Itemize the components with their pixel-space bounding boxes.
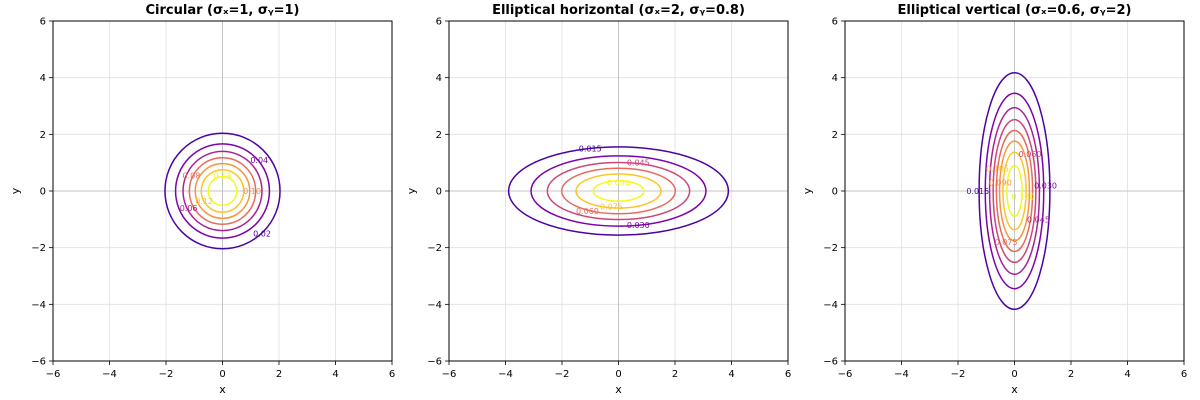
contour-line-0.04 bbox=[174, 143, 271, 239]
contour-line-0.075 bbox=[575, 173, 662, 209]
x-tick-label: 4 bbox=[728, 369, 734, 380]
contour-line-0.045 bbox=[546, 161, 691, 221]
y-tick-label: 2 bbox=[436, 130, 442, 141]
x-tick-label: 4 bbox=[1124, 369, 1130, 380]
y-tick-label: −2 bbox=[427, 243, 442, 254]
contour-label: 0.120 bbox=[1012, 193, 1035, 202]
contour-line-0.030 bbox=[530, 155, 707, 227]
contour-line-0.090 bbox=[998, 140, 1031, 242]
x-tick-label: 0 bbox=[615, 369, 621, 380]
contour-label: 0.030 bbox=[627, 221, 650, 230]
y-tick-label: −4 bbox=[31, 300, 46, 311]
contour-label: 0.02 bbox=[253, 230, 271, 239]
chart-title: Elliptical vertical (σₓ=0.6, σᵧ=2) bbox=[898, 3, 1132, 18]
x-tick-label: −2 bbox=[555, 369, 570, 380]
contour-line-0.02 bbox=[164, 132, 281, 250]
y-axis-label: y bbox=[801, 187, 814, 194]
x-tick-label: 6 bbox=[1181, 369, 1187, 380]
chart-panel-3: 0.015 0.030 0.045 0.060 0.075 0.090 0.105 0.120… bbox=[801, 3, 1187, 396]
contour-label: 0.090 bbox=[607, 179, 630, 188]
contour-line-0.14 bbox=[207, 175, 238, 207]
x-tick-label: −2 bbox=[159, 369, 174, 380]
contour-label: 0.12 bbox=[195, 197, 213, 206]
y-axis-label: y bbox=[405, 187, 418, 194]
contour-line-0.120 bbox=[1006, 164, 1023, 218]
y-tick-label: 2 bbox=[40, 130, 46, 141]
contour-label: 0.015 bbox=[966, 187, 989, 196]
y-tick-label: −2 bbox=[31, 243, 46, 254]
y-tick-label: 6 bbox=[436, 17, 442, 28]
contour-label: 0.10 bbox=[243, 187, 261, 196]
y-tick-label: 4 bbox=[40, 73, 46, 84]
y-tick-label: −4 bbox=[427, 300, 442, 311]
x-axis-label: x bbox=[1011, 383, 1018, 396]
contour-label: 0.015 bbox=[579, 145, 602, 154]
contour-line-0.045 bbox=[988, 106, 1041, 276]
contour-line-0.060 bbox=[992, 118, 1037, 264]
x-axis-label: x bbox=[219, 383, 226, 396]
contour-line-0.090 bbox=[592, 180, 645, 202]
x-tick-label: −6 bbox=[838, 369, 853, 380]
x-axis-label: x bbox=[615, 383, 622, 396]
contour-line-0.015 bbox=[978, 71, 1051, 311]
contour-line-0.015 bbox=[507, 146, 730, 236]
y-tick-label: 2 bbox=[832, 130, 838, 141]
y-tick-label: −4 bbox=[823, 300, 838, 311]
chart-panel-1: 0.02 0.04 0.06 0.08 0.10 0.12 0.14 −6 −4 −2 0 2 4 6 −6… bbox=[9, 3, 395, 396]
contour-label: 0.060 bbox=[576, 207, 599, 216]
x-tick-label: 2 bbox=[672, 369, 678, 380]
contour-label: 0.04 bbox=[250, 156, 268, 165]
y-tick-label: −6 bbox=[31, 357, 46, 368]
x-tick-label: 0 bbox=[1011, 369, 1017, 380]
y-axis-label: y bbox=[9, 187, 22, 194]
contour-line-0.06 bbox=[182, 150, 263, 232]
contour-label: 0.105 bbox=[986, 164, 1009, 173]
x-tick-label: −4 bbox=[894, 369, 909, 380]
contour-label: 0.08 bbox=[183, 171, 201, 180]
y-tick-label: 6 bbox=[40, 17, 46, 28]
contour-label: 0.075 bbox=[995, 238, 1018, 247]
contour-line-0.030 bbox=[984, 92, 1045, 290]
chart-title: Circular (σₓ=1, σᵧ=1) bbox=[146, 3, 300, 18]
x-tick-label: −2 bbox=[951, 369, 966, 380]
contour-label: 0.060 bbox=[1019, 150, 1042, 159]
x-tick-label: 6 bbox=[785, 369, 791, 380]
y-tick-label: 0 bbox=[832, 187, 838, 198]
x-tick-label: 2 bbox=[276, 369, 282, 380]
y-tick-label: −6 bbox=[427, 357, 442, 368]
contour-label: 0.075 bbox=[600, 203, 623, 212]
x-tick-label: 0 bbox=[219, 369, 225, 380]
y-tick-label: 0 bbox=[40, 187, 46, 198]
y-tick-label: 4 bbox=[832, 73, 838, 84]
y-tick-label: −6 bbox=[823, 357, 838, 368]
contour-label: 0.090 bbox=[989, 179, 1012, 188]
y-tick-label: 6 bbox=[832, 17, 838, 28]
contour-line-0.075 bbox=[995, 129, 1034, 253]
contour-label: 0.045 bbox=[627, 159, 650, 168]
chart-title: Elliptical horizontal (σₓ=2, σᵧ=0.8) bbox=[492, 3, 745, 18]
y-tick-label: 0 bbox=[436, 187, 442, 198]
contour-line-0.08 bbox=[188, 157, 257, 225]
contour-line-0.10 bbox=[194, 162, 251, 220]
contour-line-0.12 bbox=[200, 168, 245, 214]
y-tick-label: 4 bbox=[436, 73, 442, 84]
x-tick-label: −4 bbox=[498, 369, 513, 380]
x-tick-label: −6 bbox=[46, 369, 61, 380]
x-tick-label: 6 bbox=[389, 369, 395, 380]
contour-line-0.060 bbox=[560, 167, 677, 215]
contour-label: 0.14 bbox=[214, 171, 232, 180]
y-tick-label: −2 bbox=[823, 243, 838, 254]
contour-label: 0.06 bbox=[180, 204, 198, 213]
x-tick-label: −6 bbox=[442, 369, 457, 380]
contour-line-0.105 bbox=[1002, 151, 1027, 231]
x-tick-label: 4 bbox=[332, 369, 338, 380]
contour-label: 0.030 bbox=[1034, 181, 1057, 190]
contour-label: 0.045 bbox=[1027, 215, 1050, 224]
chart-panel-2: 0.015 0.030 0.045 0.060 0.075 0.090 −6 −4 −2 0 2 4 6… bbox=[405, 3, 791, 396]
x-tick-label: −4 bbox=[102, 369, 117, 380]
x-tick-label: 2 bbox=[1068, 369, 1074, 380]
